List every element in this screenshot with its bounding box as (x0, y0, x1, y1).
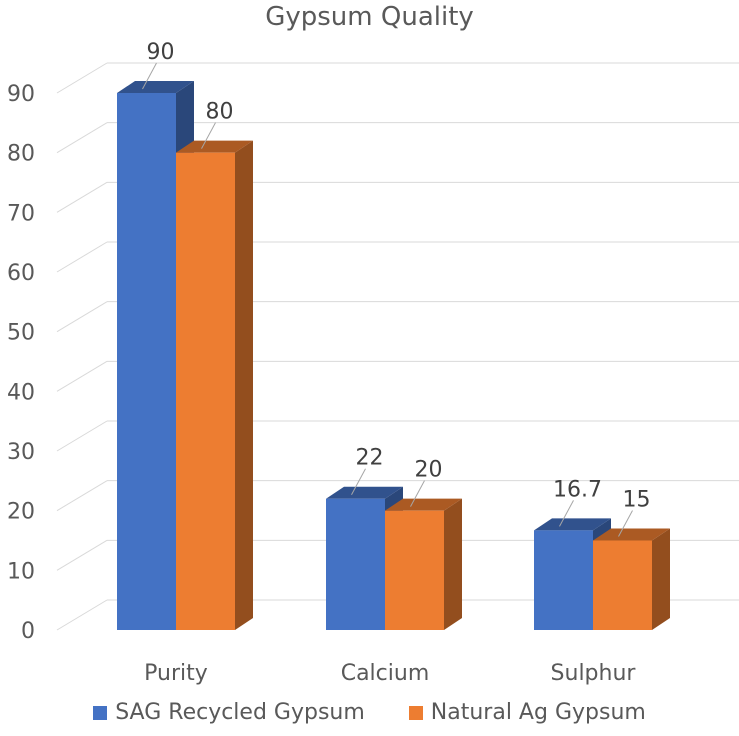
y-tick-label: 30 (7, 440, 35, 465)
data-label: 15 (623, 488, 651, 513)
bar-side (652, 528, 670, 630)
data-label: 16.7 (553, 477, 602, 502)
y-tick-label: 10 (7, 559, 35, 584)
legend-label-natural: Natural Ag Gypsum (430, 700, 646, 725)
bar-top (176, 140, 253, 153)
gridline-side (56, 360, 108, 392)
bar-sulphur-series-1 (593, 540, 652, 630)
y-tick-label: 80 (7, 142, 35, 167)
bar-top (593, 528, 670, 541)
bar-side (444, 498, 462, 630)
gridline-side (56, 599, 108, 631)
legend-item-sag[interactable]: SAG Recycled Gypsum (93, 700, 365, 725)
data-label-leader (142, 62, 157, 90)
gridline-side (56, 181, 108, 213)
gridline-side (56, 122, 108, 154)
x-tick-label: Calcium (341, 661, 430, 686)
y-tick-label: 40 (7, 380, 35, 405)
bar-purity-series-0 (117, 93, 176, 630)
gridline-side (56, 480, 108, 512)
bar-sulphur-series-0 (534, 530, 593, 630)
y-tick-label: 0 (21, 619, 35, 644)
legend-swatch-sag (93, 705, 108, 720)
data-label-leader (559, 500, 574, 527)
y-tick-label: 20 (7, 500, 35, 525)
x-tick-label: Purity (144, 661, 208, 686)
gridline-side (56, 62, 108, 94)
legend-swatch-natural (408, 705, 423, 720)
chart-legend: SAG Recycled Gypsum Natural Ag Gypsum (0, 700, 739, 725)
y-tick-label: 90 (7, 82, 35, 107)
x-tick-label: Sulphur (551, 661, 637, 686)
data-label: 20 (415, 458, 443, 483)
data-label-leader (618, 510, 633, 537)
chart-plot: 0 10 20 30 40 50 60 70 80 90 90 80 Purity 22 20 Calcium… (7, 40, 739, 686)
gridline-side (56, 301, 108, 333)
data-label-leader (410, 480, 425, 507)
bar-top (534, 518, 611, 531)
chart-title: Gypsum Quality (265, 2, 474, 32)
data-label: 90 (147, 40, 175, 65)
bar-calcium-series-1 (385, 510, 444, 630)
bar-top (117, 81, 194, 93)
bar-top (385, 498, 462, 511)
data-label: 80 (206, 100, 234, 125)
bar-side (235, 140, 253, 630)
legend-item-natural[interactable]: Natural Ag Gypsum (408, 700, 646, 725)
gridline-side (56, 539, 108, 571)
data-label-leader (351, 468, 366, 495)
bar-purity-series-1 (176, 152, 235, 630)
bar-top (326, 486, 403, 499)
bar-calcium-series-0 (326, 498, 385, 630)
legend-label-sag: SAG Recycled Gypsum (115, 700, 365, 725)
y-tick-label: 50 (7, 321, 35, 346)
gridline-side (56, 420, 108, 452)
y-tick-label: 60 (7, 261, 35, 286)
data-label-leader (201, 122, 216, 149)
y-tick-label: 70 (7, 201, 35, 226)
gridline-side (56, 241, 108, 273)
data-label: 22 (356, 446, 384, 471)
